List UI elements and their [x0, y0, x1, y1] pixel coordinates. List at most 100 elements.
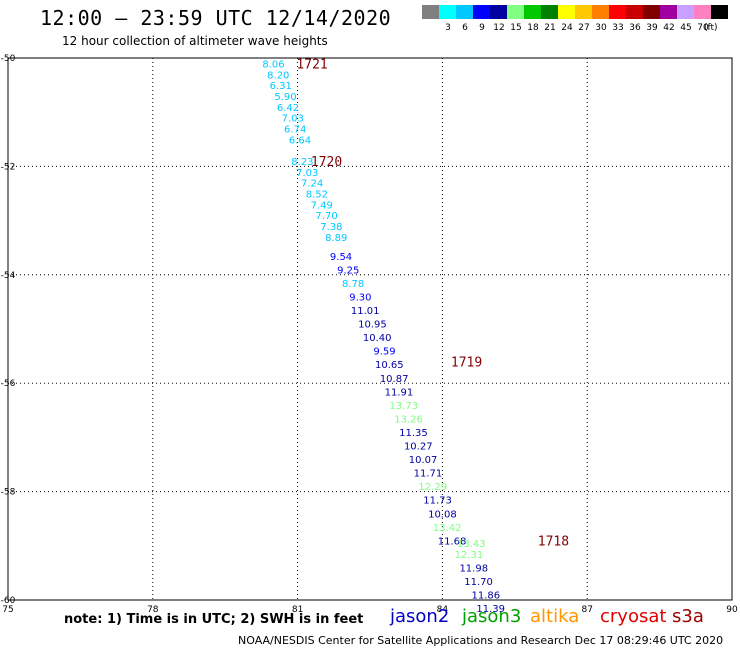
- wave-height-value: 8.20: [267, 70, 289, 81]
- scale-swatch: [473, 5, 490, 19]
- scale-swatch: [677, 5, 694, 19]
- satellite-label-altika: altika: [530, 606, 580, 627]
- x-tick-label: 84: [437, 605, 449, 615]
- wave-height-value: 12.29: [418, 482, 447, 493]
- scale-swatch: [575, 5, 592, 19]
- pass-time-label: 1721: [296, 57, 327, 72]
- wave-height-value: 11.35: [399, 428, 428, 439]
- x-tick-label: 90: [726, 605, 738, 615]
- wave-height-value: 7.70: [315, 211, 337, 222]
- data-marks: 8.068.206.315.906.427.036.746.648.237.03…: [262, 57, 569, 615]
- scale-label: 12: [493, 23, 505, 33]
- x-tick-label: 75: [2, 605, 13, 615]
- scale-label: 9: [479, 23, 485, 33]
- scale-label: 70: [697, 23, 709, 33]
- wave-height-value: 11.68: [438, 536, 467, 547]
- plot-grid: [8, 58, 732, 600]
- scale-label: 6: [462, 23, 468, 33]
- y-tick-label: -50: [1, 54, 16, 64]
- scale-swatch: [439, 5, 456, 19]
- scale-label: 27: [578, 23, 590, 33]
- chart-subtitle: 12 hour collection of altimeter wave hei…: [62, 34, 328, 48]
- x-tick-label: 81: [292, 605, 303, 615]
- wave-height-value: 10.07: [409, 455, 438, 466]
- y-tick-label: -56: [1, 379, 16, 389]
- scale-swatch: [694, 5, 711, 19]
- satellite-label-cryosat: cryosat: [600, 606, 667, 627]
- y-tick-label: -54: [1, 271, 16, 281]
- x-tick-label: 78: [147, 605, 159, 615]
- wave-height-value: 10.27: [404, 442, 433, 453]
- scale-swatch: [524, 5, 541, 19]
- scale-label: 18: [527, 23, 539, 33]
- scale-swatch: [541, 5, 558, 19]
- scale-label: 45: [680, 23, 692, 33]
- wave-height-value: 10.08: [428, 509, 457, 520]
- wave-height-value: 7.49: [311, 200, 333, 211]
- scale-label: 21: [544, 23, 556, 33]
- scale-label: 24: [561, 23, 573, 33]
- pass-time-label: 1719: [451, 356, 482, 371]
- wave-height-value: 11.01: [351, 306, 380, 317]
- wave-height-value: 11.86: [472, 591, 501, 602]
- satellite-label-jason2: jason2: [390, 606, 450, 627]
- scale-swatch: [558, 5, 575, 19]
- wave-height-value: 8.52: [306, 190, 328, 201]
- wave-height-value: 11.39: [476, 604, 505, 615]
- scale-label: 42: [663, 23, 675, 33]
- y-tick-label: -60: [1, 596, 16, 606]
- wave-height-value: 11.91: [385, 387, 414, 398]
- wave-height-value: 10.40: [363, 333, 392, 344]
- scale-swatch: [626, 5, 643, 19]
- chart-title: 12:00 — 23:59 UTC 12/14/2020: [40, 6, 392, 30]
- plot-frame: [7, 57, 733, 601]
- scale-swatch: [490, 5, 507, 19]
- footer-note: note: 1) Time is in UTC; 2) SWH is in fe…: [64, 612, 364, 627]
- wave-height-value: 8.89: [325, 233, 347, 244]
- wave-height-value: 11.71: [414, 469, 443, 480]
- scale-swatch: [643, 5, 660, 19]
- wave-height-value: 6.42: [277, 103, 299, 114]
- wave-height-value: 13.26: [394, 414, 423, 425]
- wave-height-value: 9.25: [337, 265, 359, 276]
- wave-height-value: 7.38: [320, 222, 342, 233]
- wave-height-value: 6.74: [284, 124, 306, 135]
- wave-height-value: 11.98: [459, 563, 488, 574]
- wave-height-value: 9.59: [373, 347, 395, 358]
- scale-label: 36: [629, 23, 641, 33]
- scale-label: 39: [646, 23, 658, 33]
- wave-height-value: 11.73: [423, 496, 452, 507]
- scale-swatch: [422, 5, 439, 19]
- wave-height-value: 8.23: [291, 157, 313, 168]
- footer-credit: NOAA/NESDIS Center for Satellite Applica…: [238, 634, 724, 647]
- wave-height-value: 13.73: [389, 401, 418, 412]
- scale-swatch: [592, 5, 609, 19]
- wave-height-value: 10.95: [358, 320, 387, 331]
- wave-height-value: 9.54: [330, 252, 352, 263]
- x-tick-label: 87: [581, 605, 592, 615]
- wave-height-value: 7.24: [301, 179, 323, 190]
- pass-time-label: 1720: [311, 155, 342, 170]
- wave-height-value: 7.03: [296, 168, 318, 179]
- scale-label: 3: [445, 23, 451, 33]
- wave-height-value: 12.31: [455, 550, 484, 561]
- scale-label: 30: [595, 23, 607, 33]
- scale-label: 15: [510, 23, 522, 33]
- scale-swatch: [507, 5, 524, 19]
- satellite-label-s3a: s3a: [672, 606, 704, 627]
- satellite-label-jason3: jason3: [462, 606, 522, 627]
- wave-height-value: 13.42: [433, 523, 462, 534]
- wave-height-value: 11.70: [464, 577, 493, 588]
- wave-height-value: 7.03: [282, 114, 304, 125]
- wave-height-value: 8.78: [342, 279, 364, 290]
- y-tick-label: -52: [1, 162, 16, 172]
- wave-height-value: 10.65: [375, 360, 404, 371]
- wave-height-value: 9.30: [349, 292, 371, 303]
- wave-height-value: 10.87: [380, 374, 409, 385]
- scale-swatch: [609, 5, 626, 19]
- axis-ticks: 75 78 81 84 87 90 -50 -52 -54 -56 -58 -60: [1, 54, 738, 615]
- scale-swatch: [711, 5, 728, 19]
- wave-height-value: 6.31: [270, 81, 292, 92]
- wave-height-value: 5.90: [274, 92, 296, 103]
